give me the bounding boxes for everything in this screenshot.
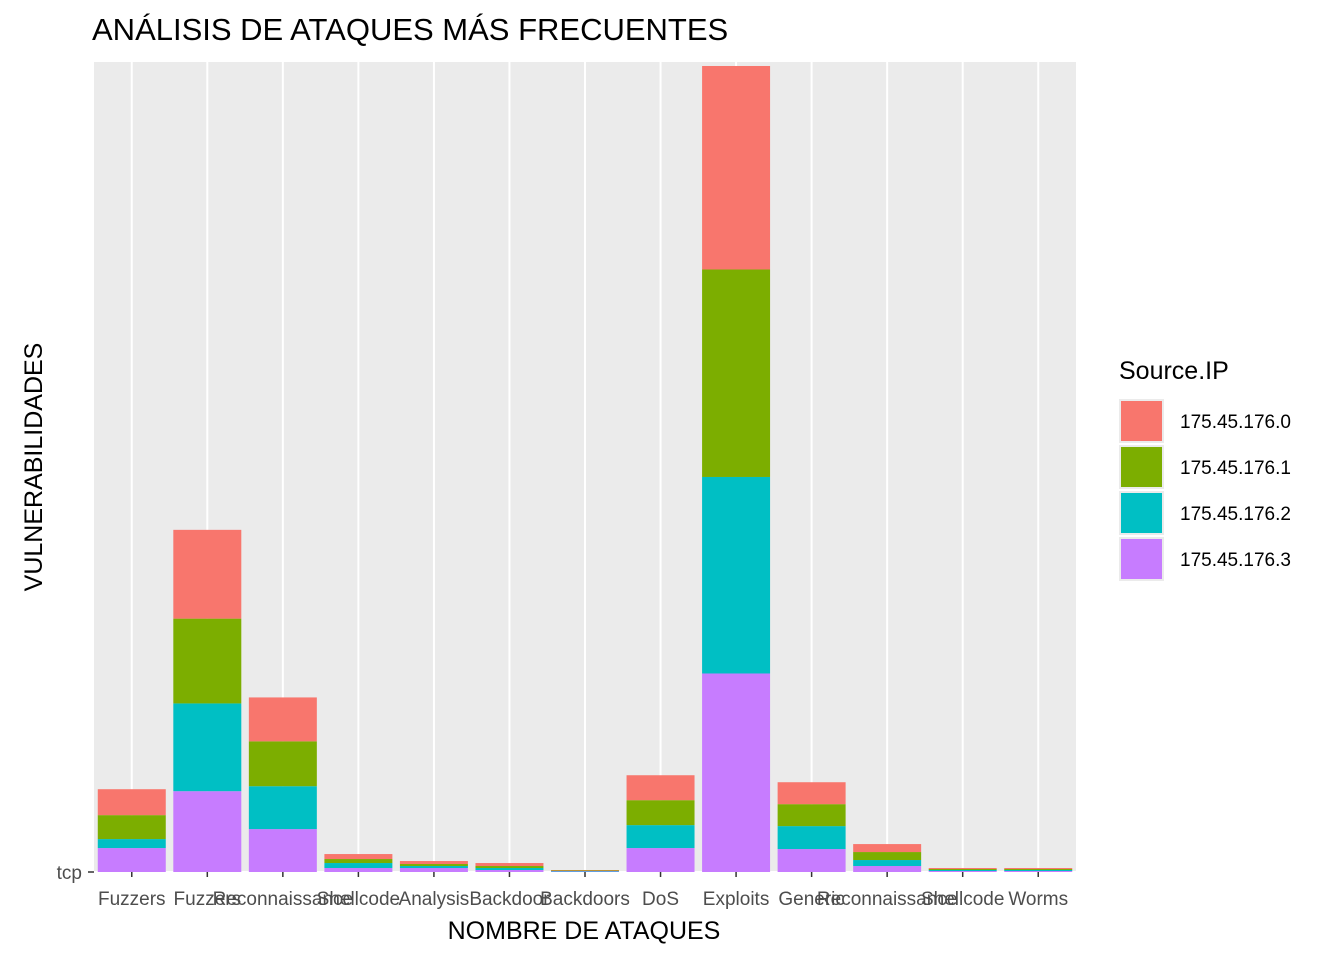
bar-segment [475, 870, 544, 872]
bar-segment [173, 703, 242, 792]
legend-label: 175.45.176.0 [1180, 412, 1291, 433]
bar-segment [324, 854, 393, 860]
legend-title: Source.IP [1119, 357, 1229, 385]
bar-segment [399, 864, 468, 867]
x-tick-label: DoS [642, 889, 679, 910]
bar-segment [853, 852, 922, 861]
x-axis-ticks: Fuzzers FuzzersReconnaissanceShellcodeAna… [98, 872, 1068, 910]
bar-segment [324, 868, 393, 872]
bar-segment [1004, 871, 1073, 872]
bar-segment [1004, 868, 1073, 870]
bar-segment [702, 65, 771, 270]
bar-segment [399, 866, 468, 869]
x-tick-label: Shellcode [317, 889, 400, 910]
bar-segment [1004, 869, 1073, 871]
bar-segment [928, 871, 997, 872]
bar-segment [777, 826, 846, 850]
y-tick-label: tcp [57, 863, 82, 884]
x-tick-label: Fuzzers [174, 889, 242, 910]
bar-segment [626, 848, 695, 872]
x-tick-label: Analysis [399, 889, 470, 910]
legend-items: 175.45.176.0 175.45.176.1 175.45.176.2 175.… [1119, 399, 1291, 581]
bar-segment [928, 868, 997, 870]
bar-segment [248, 741, 317, 787]
bar-segment [97, 815, 166, 840]
legend-key [1121, 447, 1162, 487]
bar-segment [853, 844, 922, 853]
bar-segment [777, 782, 846, 805]
x-tick-label: Reconnaissance [213, 889, 353, 910]
bar-segment [702, 673, 771, 872]
x-tick-label: Shellcode [921, 889, 1004, 910]
bar-segment [626, 800, 695, 826]
bar-segment [777, 804, 846, 827]
legend-label: 175.45.176.3 [1180, 550, 1291, 571]
legend-key [1121, 539, 1162, 579]
bar-segment [626, 775, 695, 801]
x-tick-label: Fuzzers [98, 889, 166, 910]
bar-segment [324, 859, 393, 864]
x-tick-label: Backdoor [469, 889, 550, 910]
bar-segment [853, 860, 922, 867]
legend: Source.IP 175.45.176.0175.45.176.1175.45… [1119, 357, 1291, 581]
legend-label: 175.45.176.1 [1180, 458, 1291, 479]
chart-title: ANÁLISIS DE ATAQUES MÁS FRECUENTES [92, 12, 728, 47]
bar-segment [324, 863, 393, 869]
y-axis-title: VULNERABILIDADES [20, 343, 48, 592]
legend-key [1121, 493, 1162, 533]
bar-segment [928, 869, 997, 871]
bar-segment [1004, 870, 1073, 872]
bar-segment [853, 866, 922, 872]
x-tick-label: Exploits [703, 889, 770, 910]
x-axis-title: NOMBRE DE ATAQUES [448, 917, 721, 945]
bars [97, 65, 1073, 872]
x-tick-label: Worms [1008, 889, 1068, 910]
x-tick-label: Reconnaissance [817, 889, 957, 910]
bar-segment [97, 839, 166, 849]
legend-key [1121, 401, 1162, 441]
bar-segment [97, 848, 166, 872]
y-axis-ticks: tcp [57, 863, 94, 884]
bar-segment [702, 269, 771, 477]
x-tick-label: Backdoors [540, 889, 630, 910]
bar-segment [777, 849, 846, 872]
bar-segment [928, 870, 997, 872]
x-tick-label: Generic [778, 889, 845, 910]
bar-segment [399, 868, 468, 872]
bar-segment [248, 786, 317, 830]
bar-segment [399, 861, 468, 865]
bar-segment [97, 789, 166, 816]
bar-segment [248, 697, 317, 742]
bar-segment [475, 863, 544, 867]
bar-segment [173, 618, 242, 704]
bar-segment [248, 829, 317, 872]
legend-label: 175.45.176.2 [1180, 504, 1291, 525]
bar-segment [475, 868, 544, 871]
bar-segment [626, 825, 695, 849]
bar-segment [475, 866, 544, 869]
bar-segment [173, 529, 242, 619]
bar-segment [702, 476, 771, 674]
bar-segment [173, 791, 242, 872]
